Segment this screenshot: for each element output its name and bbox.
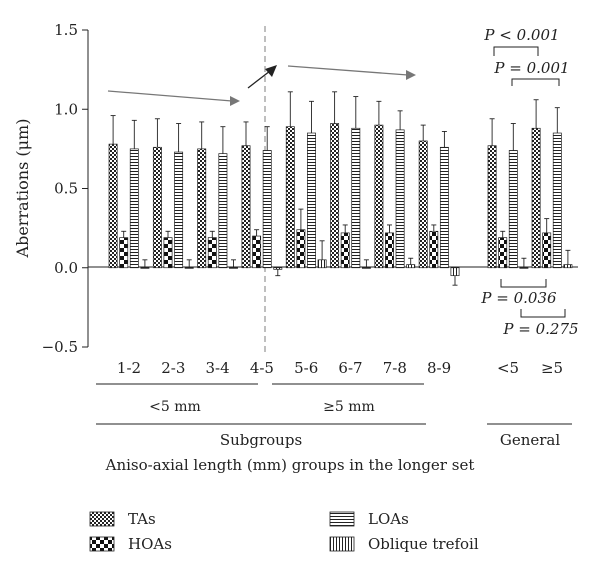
legend-item-hoas: HOAs bbox=[89, 535, 172, 553]
lt5-label: <5 mm bbox=[149, 399, 201, 415]
bar-oblique-trefoil bbox=[229, 267, 238, 269]
bar-tas bbox=[152, 146, 162, 269]
y-tick-label: 1.5 bbox=[54, 21, 78, 39]
bar-oblique-trefoil bbox=[563, 264, 573, 269]
x-tick-label: 1-2 bbox=[117, 359, 141, 377]
general-label: General bbox=[500, 431, 561, 449]
x-tick-label: ≥5 bbox=[541, 359, 563, 377]
bar-tas bbox=[487, 145, 497, 269]
bar-oblique-trefoil bbox=[450, 267, 460, 277]
subgroups-label: Subgroups bbox=[220, 431, 302, 449]
significance-top: P < 0.001 P = 0.001 bbox=[483, 26, 570, 86]
y-tick-label: −0.5 bbox=[42, 338, 78, 356]
legend-label-hoas: HOAs bbox=[128, 535, 172, 553]
x-tick-label: 4-5 bbox=[250, 359, 274, 377]
bar-tas bbox=[241, 145, 251, 269]
x-tick-label: 8-9 bbox=[427, 359, 451, 377]
bar-hoas bbox=[542, 232, 552, 269]
x-tick-label: 5-6 bbox=[294, 359, 318, 377]
bar-loas bbox=[508, 150, 518, 269]
bar-tas bbox=[330, 123, 340, 269]
bar-tas bbox=[108, 143, 118, 269]
bar-tas bbox=[374, 124, 384, 269]
legend-item-tas: TAs bbox=[89, 510, 156, 528]
trend-arrow-1 bbox=[107, 90, 233, 102]
x-tick-label: 2-3 bbox=[161, 359, 185, 377]
bar-oblique-trefoil bbox=[317, 259, 327, 269]
bar-oblique-trefoil bbox=[140, 267, 150, 269]
legend-swatch-tas bbox=[89, 511, 115, 527]
x-tick-label: <5 bbox=[497, 359, 519, 377]
bar-hoas bbox=[498, 237, 508, 269]
bar-loas bbox=[439, 146, 449, 269]
arrowhead-icon bbox=[265, 65, 277, 77]
bar-oblique-trefoil bbox=[273, 267, 283, 270]
bracket-1 bbox=[493, 46, 539, 56]
legend-swatch-hoas bbox=[89, 536, 115, 552]
bar-loas bbox=[351, 127, 361, 269]
bar-loas bbox=[218, 153, 228, 269]
bracket-2 bbox=[511, 78, 560, 86]
x-tick-label: 7-8 bbox=[383, 359, 407, 377]
bar-loas bbox=[395, 129, 405, 269]
legend-item-loas: LOAs bbox=[329, 510, 409, 528]
bar-oblique-trefoil bbox=[406, 264, 416, 269]
bars-layer bbox=[108, 91, 573, 286]
trend-arrow-2 bbox=[247, 70, 271, 89]
p-value-1: P < 0.001 bbox=[483, 26, 559, 44]
legend-label-loas: LOAs bbox=[368, 510, 409, 528]
y-axis-ticks: 1.5 1.0 0.5 0.0 −0.5 bbox=[42, 21, 88, 356]
bar-hoas bbox=[340, 232, 350, 269]
bar-tas bbox=[418, 140, 428, 269]
bar-hoas bbox=[207, 237, 217, 269]
p-value-4: P = 0.275 bbox=[502, 320, 578, 338]
p-value-3: P = 0.036 bbox=[480, 289, 557, 307]
bar-hoas bbox=[385, 232, 394, 269]
legend-swatch-loas bbox=[329, 511, 355, 527]
x-tick-label: 3-4 bbox=[206, 359, 230, 377]
y-tick-label: 0.5 bbox=[54, 180, 78, 198]
arrowhead-icon bbox=[406, 70, 416, 80]
bracket-3 bbox=[500, 279, 547, 288]
trend-arrows bbox=[107, 65, 416, 106]
ge5-label: ≥5 mm bbox=[323, 399, 375, 415]
bar-hoas bbox=[296, 229, 306, 269]
x-axis-label: Aniso-axial length (mm) groups in the lo… bbox=[105, 456, 475, 474]
x-axis-tick-labels: 1-2 2-3 3-4 4-5 5-6 6-7 7-8 8-9 <5 ≥5 bbox=[117, 359, 563, 377]
bar-loas bbox=[262, 150, 272, 269]
p-value-2: P = 0.001 bbox=[493, 59, 569, 77]
legend: TAs HOAs LOAs Oblique trefoil bbox=[89, 510, 479, 553]
bar-oblique-trefoil bbox=[361, 267, 371, 269]
bar-loas bbox=[174, 151, 184, 269]
trend-arrow-3 bbox=[287, 65, 409, 76]
legend-label-tas: TAs bbox=[128, 510, 156, 528]
legend-label-oblique-trefoil: Oblique trefoil bbox=[368, 535, 479, 553]
bar-hoas bbox=[429, 230, 439, 269]
legend-swatch-oblique-trefoil bbox=[329, 536, 355, 552]
y-tick-label: 1.0 bbox=[54, 100, 78, 118]
bar-tas bbox=[197, 148, 207, 269]
bar-hoas bbox=[252, 235, 262, 269]
bar-tas bbox=[531, 127, 541, 269]
bracket-4 bbox=[520, 309, 566, 318]
bar-hoas bbox=[163, 237, 173, 269]
bar-hoas bbox=[119, 237, 129, 269]
y-axis-label: Aberrations (μm) bbox=[13, 119, 32, 259]
bar-oblique-trefoil bbox=[519, 267, 529, 269]
bar-tas bbox=[285, 126, 295, 269]
legend-item-oblique-trefoil: Oblique trefoil bbox=[329, 535, 479, 553]
bar-oblique-trefoil bbox=[184, 267, 194, 269]
significance-bottom: P = 0.036 P = 0.275 bbox=[480, 279, 579, 338]
bar-loas bbox=[552, 132, 562, 269]
bar-loas bbox=[129, 148, 139, 269]
y-tick-label: 0.0 bbox=[54, 259, 78, 277]
x-tick-label: 6-7 bbox=[338, 359, 362, 377]
arrowhead-icon bbox=[230, 96, 240, 106]
bar-loas bbox=[307, 132, 316, 269]
